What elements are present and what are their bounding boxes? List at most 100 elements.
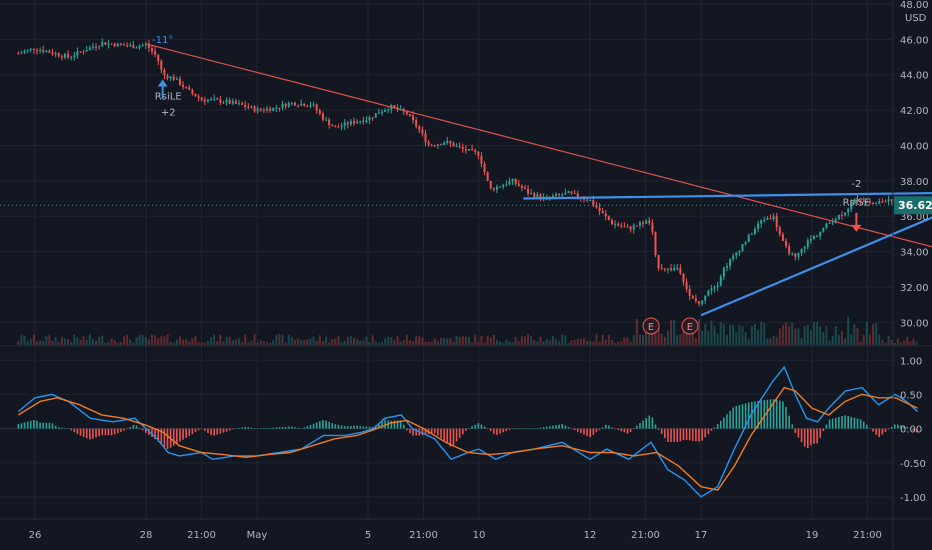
histogram-bar	[107, 428, 110, 436]
histogram-bar	[626, 428, 629, 434]
candle-body	[788, 246, 791, 254]
histogram-bar	[632, 428, 635, 429]
volume-bar	[890, 340, 893, 345]
histogram-bar	[558, 424, 560, 429]
histogram-bar	[552, 425, 554, 429]
volume-bar	[119, 342, 122, 345]
volume-bar	[760, 321, 763, 345]
volume-bar	[371, 335, 374, 345]
time-tick-label: 17	[695, 530, 708, 541]
candle-body	[371, 117, 374, 119]
histogram-bar	[623, 428, 626, 433]
candle-body	[890, 199, 893, 201]
histogram-bar	[660, 428, 663, 434]
candle-body	[530, 193, 533, 195]
macd-tick-label: 0.00	[900, 425, 922, 436]
price-axis[interactable]: 48.00 46.00 44.00 42.00 40.00 38.00 36.00 34.00…	[894, 0, 932, 504]
volume-bar	[542, 341, 545, 345]
histogram-bar	[157, 428, 160, 442]
candle-body	[862, 201, 865, 203]
candle-body	[365, 120, 368, 123]
histogram-bar	[340, 425, 343, 429]
volume-bar	[169, 341, 172, 345]
volume-bar	[51, 340, 54, 345]
candle-body	[377, 112, 380, 114]
volume-bar	[884, 342, 887, 345]
histogram-bar	[306, 426, 309, 429]
histogram-bar	[586, 428, 588, 437]
histogram-bar	[779, 400, 781, 429]
volume-bar	[60, 337, 63, 345]
candle-body	[592, 200, 595, 206]
histogram-bar	[564, 425, 567, 429]
candle-body	[424, 133, 427, 142]
histogram-bar	[763, 400, 766, 429]
histogram-bar	[524, 428, 526, 430]
candle-body	[685, 282, 688, 290]
histogram-bar	[278, 427, 281, 429]
candle-body	[412, 115, 415, 121]
candle-body	[769, 218, 772, 220]
time-axis[interactable]: 26 28 21:00 May 5 21:00 10 12 21:00 17 19 21:00	[29, 530, 882, 541]
volume-bar	[551, 335, 554, 345]
histogram-bar	[359, 426, 362, 429]
candle-body	[253, 106, 256, 112]
volume-bar	[831, 335, 834, 345]
histogram-bar	[151, 428, 153, 438]
candle-body	[60, 56, 63, 58]
volume-bar	[408, 340, 411, 345]
histogram-bar	[651, 417, 654, 429]
histogram-bar	[141, 428, 144, 431]
volume-bar	[20, 335, 23, 345]
histogram-bar	[409, 428, 411, 434]
histogram-bar	[291, 426, 293, 429]
earnings-marker-label: E	[648, 322, 654, 333]
histogram-bar	[825, 424, 828, 429]
candle-body	[408, 114, 411, 116]
histogram-bar	[685, 428, 688, 440]
volume-bar	[850, 334, 853, 345]
candle-body	[415, 120, 418, 127]
candle-body	[775, 216, 778, 228]
candle-body	[825, 223, 828, 228]
histogram-bar	[191, 428, 194, 435]
volume-bar	[216, 341, 219, 345]
volume-bar	[452, 341, 455, 345]
volume-bar	[315, 340, 318, 345]
histogram-bar	[334, 424, 337, 429]
histogram-bar	[194, 428, 197, 433]
candle-body	[51, 52, 54, 55]
volume-bar	[685, 326, 688, 345]
candle-body	[440, 144, 443, 146]
volume-bar	[405, 334, 408, 345]
volume-bar	[747, 339, 750, 345]
volume-bar	[48, 334, 51, 345]
volume-bar	[859, 341, 862, 345]
volume-bar	[436, 341, 439, 345]
histogram-bar	[583, 428, 585, 435]
time-tick-label: 12	[584, 530, 597, 541]
time-tick-label: 21:00	[409, 530, 438, 541]
candle-body	[716, 285, 719, 288]
histogram-bar	[573, 428, 576, 431]
volume-bar	[794, 328, 797, 345]
volume-bar	[427, 341, 430, 345]
candle-body	[492, 188, 495, 190]
candle-body	[847, 209, 850, 213]
candle-body	[359, 121, 362, 123]
candle-body	[194, 93, 197, 97]
candle-body	[23, 51, 26, 53]
volume-bar	[589, 341, 592, 345]
time-tick-label: 10	[473, 530, 486, 541]
trend-lines[interactable]	[145, 43, 932, 317]
volume-bar	[822, 332, 825, 345]
volume-bar	[353, 337, 356, 345]
histogram-bar	[350, 426, 352, 429]
candle-body	[210, 99, 213, 101]
signal-line	[18, 386, 918, 491]
candle-body	[750, 234, 753, 236]
histogram-bar	[477, 423, 480, 429]
histogram-bar	[648, 415, 651, 429]
volume-bar	[85, 339, 88, 345]
